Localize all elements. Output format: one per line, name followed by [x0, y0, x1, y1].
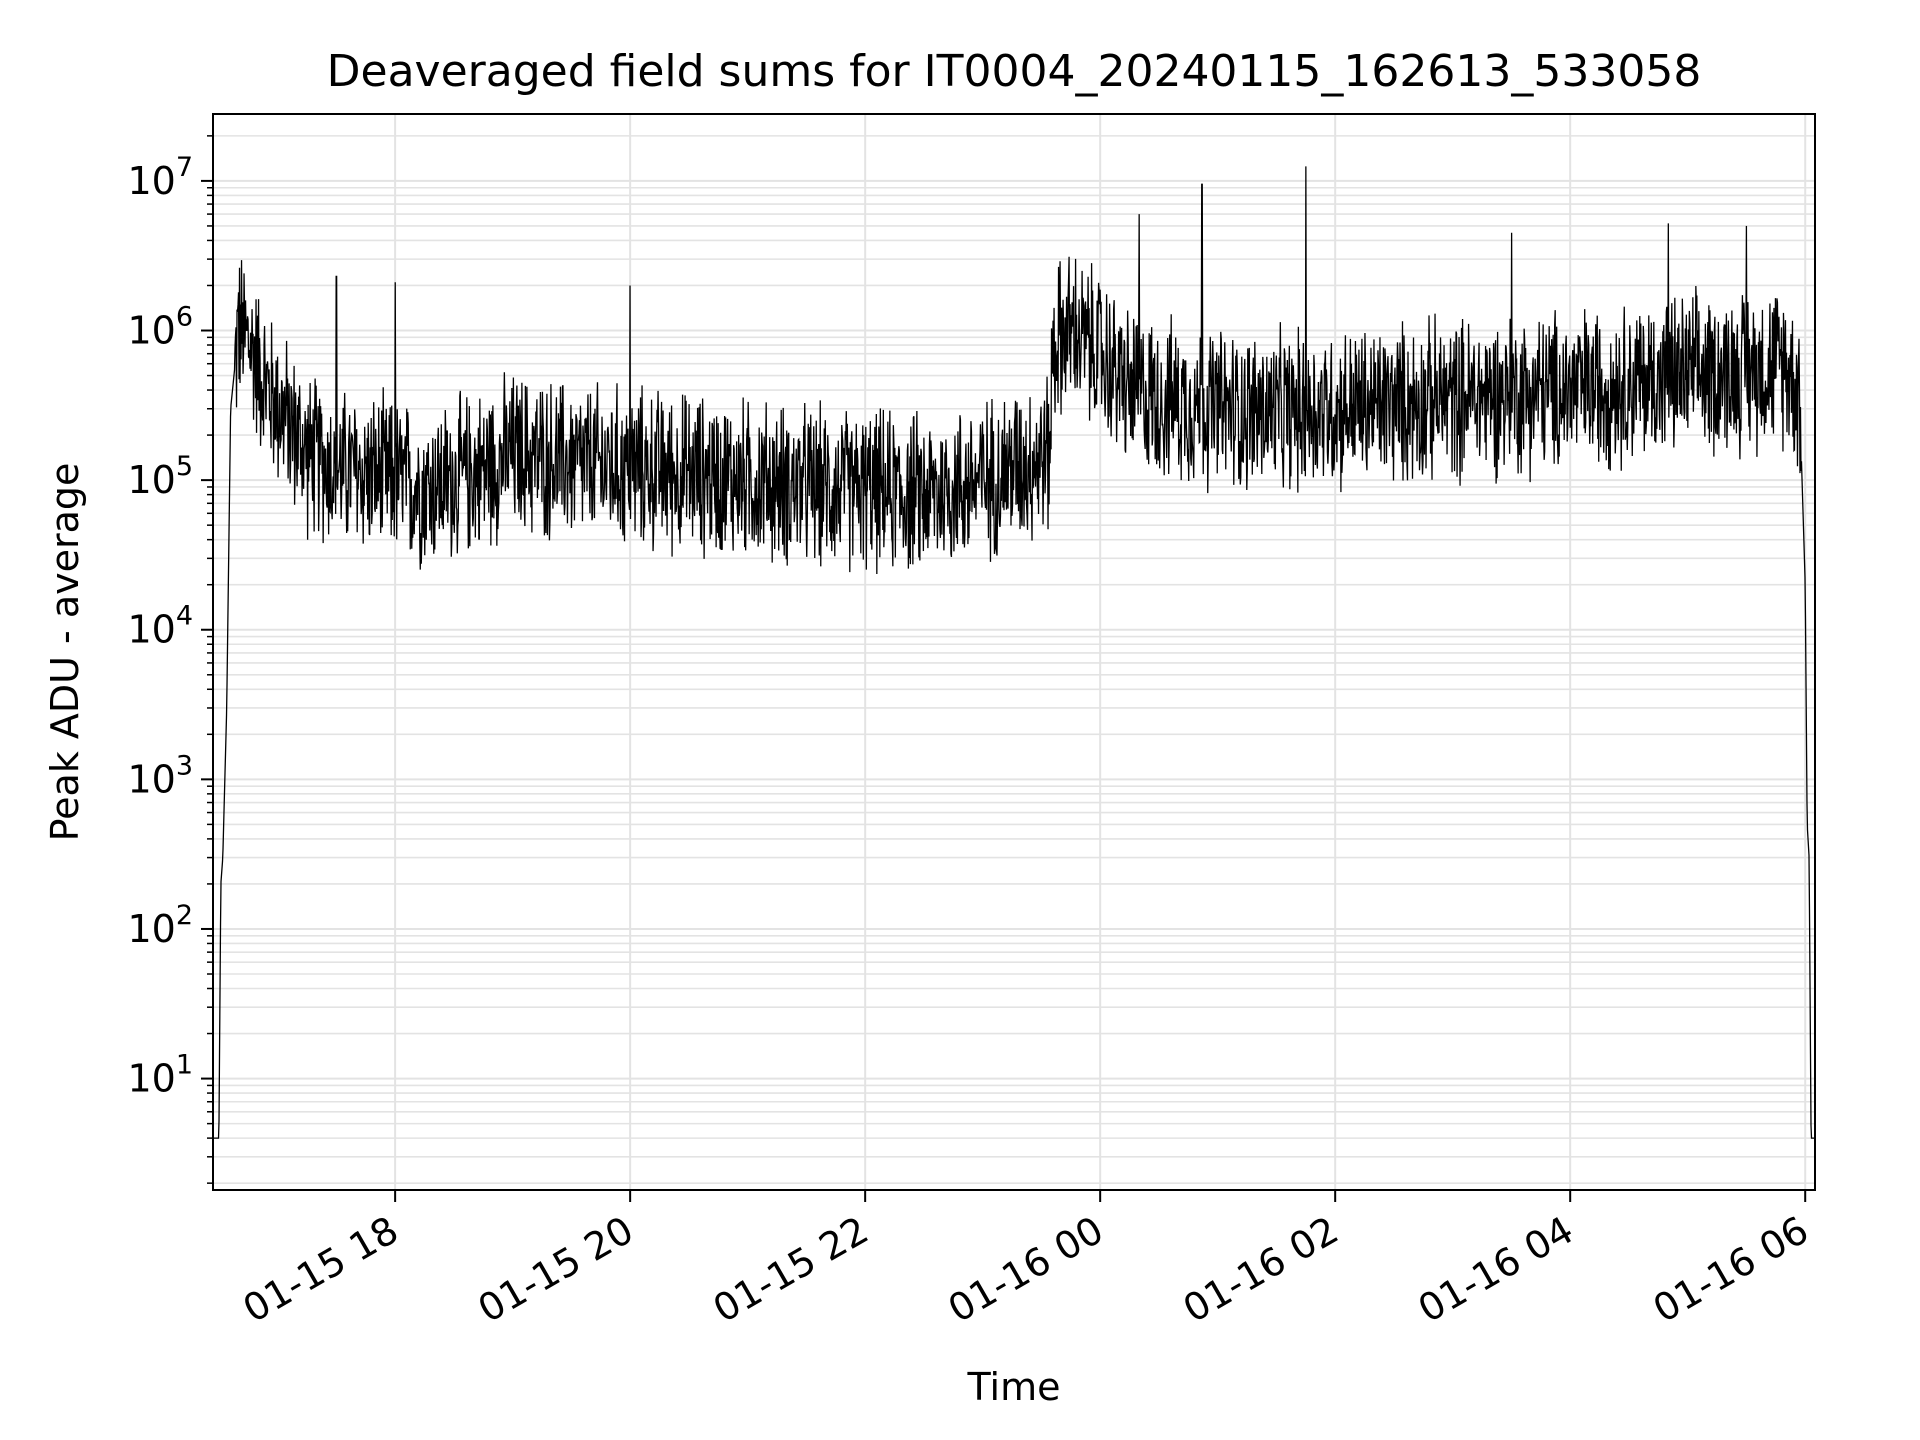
y-tick-base: 10	[127, 608, 175, 652]
y-tick-label: 104	[127, 601, 193, 652]
chart-title: Deaveraged field sums for IT0004_2024011…	[327, 46, 1702, 97]
y-tick-exponent: 7	[176, 152, 193, 183]
y-tick-base: 10	[127, 757, 175, 801]
y-tick-base: 10	[127, 907, 175, 951]
data-layer	[213, 166, 1815, 1139]
y-tick-label: 106	[127, 302, 193, 353]
y-tick-label: 107	[127, 152, 193, 203]
y-tick-exponent: 4	[176, 601, 193, 632]
y-tick-exponent: 6	[176, 302, 193, 333]
y-tick-base: 10	[127, 159, 175, 203]
y-tick-label: 103	[127, 750, 193, 801]
y-tick-exponent: 5	[176, 451, 193, 482]
y-tick-label: 101	[127, 1050, 193, 1101]
y-tick-exponent: 2	[176, 900, 193, 931]
y-tick-exponent: 3	[176, 750, 193, 781]
y-tick-base: 10	[127, 458, 175, 502]
plot-frame	[212, 113, 1816, 1191]
series-line	[213, 166, 1815, 1139]
y-tick-label: 105	[127, 451, 193, 502]
x-axis-label: Time	[967, 1365, 1061, 1409]
y-axis-label: Peak ADU - average	[43, 463, 87, 842]
grid-layer	[213, 114, 1815, 1190]
y-tick-base: 10	[127, 309, 175, 353]
y-tick-label: 102	[127, 900, 193, 951]
y-tick-exponent: 1	[176, 1050, 193, 1081]
y-tick-base: 10	[127, 1057, 175, 1101]
